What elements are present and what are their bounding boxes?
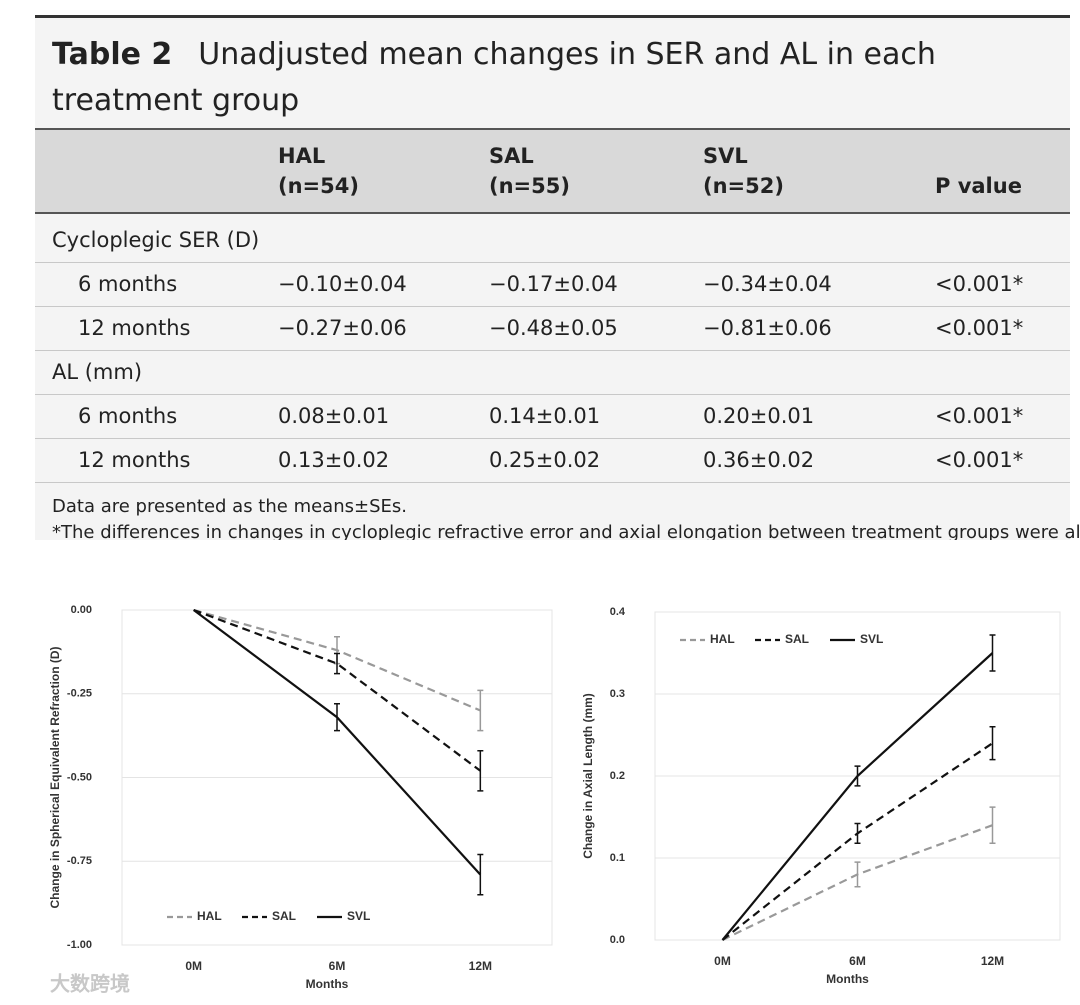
header-row <box>35 128 1070 214</box>
table-cell: −0.34±0.04 <box>703 272 832 296</box>
column-name: P value <box>935 174 1022 198</box>
section-title: AL (mm) <box>52 360 143 384</box>
error-bar <box>989 634 996 672</box>
error-bar <box>334 703 340 732</box>
table-cell: −0.10±0.04 <box>278 272 407 296</box>
y-tick-label: 0.2 <box>610 770 625 782</box>
row-label: 6 months <box>78 272 178 296</box>
table-cell: 0.36±0.02 <box>703 448 815 472</box>
column-n: (n=55) <box>489 174 570 198</box>
legend-label: HAL <box>710 632 735 646</box>
table-cell: <0.001* <box>935 316 1024 340</box>
y-tick-label: 0.3 <box>610 688 625 700</box>
error-bar <box>854 765 861 787</box>
table-document: Table 2 Unadjusted mean changes in SER an… <box>35 15 1080 540</box>
x-tick-label: 6M <box>329 959 346 973</box>
error-bar <box>477 689 484 732</box>
y-tick-label: 0.1 <box>610 852 625 864</box>
table-cell: 0.13±0.02 <box>278 448 390 472</box>
table-caption: Unadjusted mean changes in SER and AL in… <box>52 37 936 118</box>
table-cell: −0.48±0.05 <box>489 316 618 340</box>
table-label: Table 2 <box>52 37 173 72</box>
legend-label: SAL <box>272 909 296 923</box>
x-axis-label: Months <box>826 972 869 986</box>
charts: -1.00 -0.75 -0.50 -0.25 0.00 0M 6M 12M Months Cha… <box>48 604 1061 995</box>
row-label: 6 months <box>78 404 178 428</box>
column-name: HAL <box>278 144 326 168</box>
table-cell: −0.17±0.04 <box>489 272 618 296</box>
y-axis-label: Change in Spherical Equivalent Refractio… <box>48 646 62 908</box>
y-tick-label: -0.25 <box>67 688 92 700</box>
error-bar <box>854 861 861 888</box>
table-cell: −0.27±0.06 <box>278 316 407 340</box>
table-cell: 0.14±0.01 <box>489 404 601 428</box>
legend-label: SVL <box>347 909 370 923</box>
table-cell: <0.001* <box>935 404 1024 428</box>
column-n: (n=52) <box>703 174 784 198</box>
series-line <box>193 608 481 772</box>
row-divider <box>35 394 1070 395</box>
table-cell: 0.08±0.01 <box>278 404 390 428</box>
x-tick-label: 0M <box>185 959 202 973</box>
column-n: (n=54) <box>278 174 359 198</box>
y-tick-label: -1.00 <box>67 939 92 951</box>
legend-label: SAL <box>785 632 809 646</box>
column-name: SVL <box>703 144 748 168</box>
watermark: 大数跨境 <box>50 971 130 995</box>
row-divider <box>35 350 1070 351</box>
error-bar <box>477 853 484 896</box>
table-cell: 0.20±0.01 <box>703 404 815 428</box>
column-name: SAL <box>489 144 534 168</box>
x-axis-label: Months <box>306 977 349 991</box>
table-note: Data are presented as the means±SEs. <box>52 496 407 517</box>
table-cell: 0.25±0.02 <box>489 448 601 472</box>
x-tick-label: 0M <box>714 954 731 968</box>
x-tick-label: 12M <box>981 954 1004 968</box>
table-note: *The differences in changes in cyclopleg… <box>52 522 1080 540</box>
row-divider <box>35 306 1070 307</box>
row-label: 12 months <box>78 448 191 472</box>
error-bar <box>989 806 996 844</box>
y-tick-label: -0.50 <box>67 771 92 783</box>
row-label: 12 months <box>78 316 191 340</box>
table-cell: <0.001* <box>935 272 1024 296</box>
y-axis-label: Change in Axial Length (mm) <box>581 693 595 859</box>
y-tick-label: 0.0 <box>610 934 625 946</box>
table-cell: <0.001* <box>935 448 1024 472</box>
error-bar <box>989 726 996 761</box>
table-cell: −0.81±0.06 <box>703 316 832 340</box>
error-bar <box>477 749 484 792</box>
legend-label: SVL <box>860 632 883 646</box>
x-tick-label: 12M <box>469 959 492 973</box>
table-background <box>35 15 1070 540</box>
series-line <box>721 652 994 941</box>
row-divider <box>35 438 1070 439</box>
row-divider <box>35 262 1070 263</box>
y-tick-label: 0.4 <box>610 606 626 618</box>
row-divider <box>35 482 1070 483</box>
legend-label: HAL <box>197 909 222 923</box>
y-tick-label: -0.75 <box>67 855 92 867</box>
table-title: Table 2 Unadjusted mean changes in SER an… <box>52 32 1062 124</box>
x-tick-label: 6M <box>849 954 866 968</box>
error-bar <box>334 652 340 675</box>
error-bar <box>854 822 861 844</box>
y-tick-label: 0.00 <box>71 604 92 616</box>
section-title: Cycloplegic SER (D) <box>52 228 260 252</box>
